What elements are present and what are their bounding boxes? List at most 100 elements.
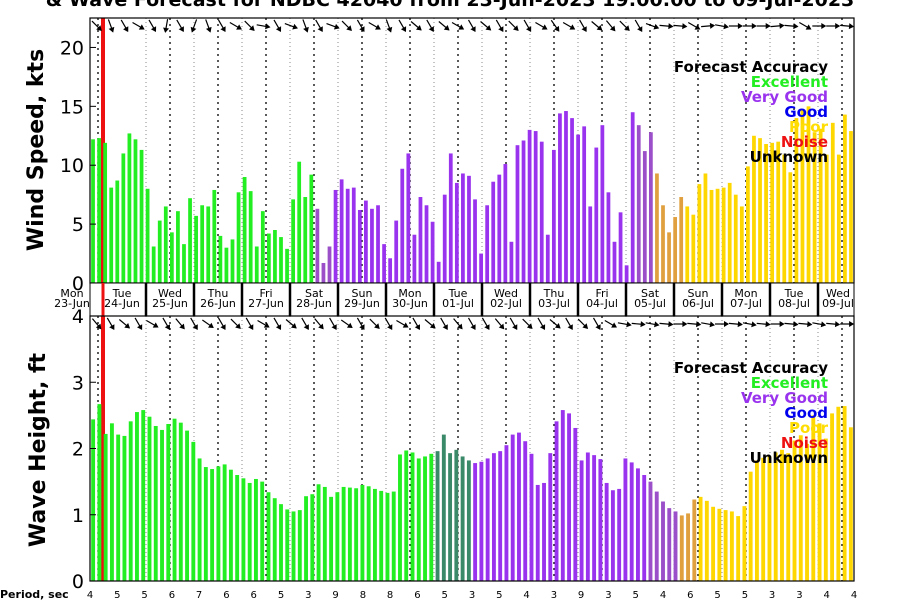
wave-arrow-icon bbox=[549, 319, 561, 329]
wave-bar bbox=[754, 460, 759, 582]
wind-bar bbox=[97, 138, 101, 283]
day-of-week-label: Wed bbox=[826, 287, 850, 300]
wave-bar bbox=[686, 513, 690, 581]
wind-bar bbox=[285, 248, 289, 283]
day-date-label: 07-Jul bbox=[730, 297, 762, 310]
wind-bar bbox=[339, 179, 344, 283]
wave-bar bbox=[498, 451, 503, 581]
legend-item: Noise bbox=[781, 434, 828, 452]
period-values: 4 5 5 6 7 6 6 5 3 9 8 8 6 5 3 5 4 3 9 3 5 4 6 5 5 3 3 4 4 bbox=[87, 590, 857, 600]
day-date-label: 30-Jun bbox=[392, 297, 428, 310]
period-value: 6 bbox=[687, 590, 693, 600]
wind-bar bbox=[364, 200, 368, 283]
wind-bar bbox=[297, 161, 302, 283]
wind-arrow-icon bbox=[398, 19, 407, 33]
wave-bar bbox=[441, 434, 446, 581]
wave-bar bbox=[610, 490, 615, 581]
wind-bar bbox=[454, 182, 459, 283]
wave-bar bbox=[485, 458, 490, 581]
period-value: 6 bbox=[251, 590, 257, 600]
wind-bar bbox=[533, 131, 538, 283]
day-strip-frame bbox=[89, 282, 855, 317]
period-value: 6 bbox=[223, 590, 229, 600]
wave-bar bbox=[166, 423, 171, 581]
wave-arrow-icon bbox=[356, 317, 365, 331]
wave-arrow-icon bbox=[592, 317, 601, 331]
wave-bar bbox=[385, 492, 390, 581]
wind-bar bbox=[545, 234, 550, 283]
wind-bar bbox=[612, 241, 617, 283]
wave-bar bbox=[848, 427, 853, 581]
legend-item: Very Good bbox=[741, 88, 828, 106]
wave-bar bbox=[642, 475, 647, 581]
wind-arrow-icon bbox=[591, 21, 603, 31]
wave-bar bbox=[366, 486, 371, 581]
wave-y-axis-label: Wave Height, ft bbox=[26, 352, 51, 547]
day-date-label: 04-Jul bbox=[586, 297, 618, 310]
wind-arrow-icon bbox=[120, 19, 129, 33]
wind-bar bbox=[91, 139, 95, 283]
wave-bar bbox=[517, 432, 521, 581]
wave-arrow-icon bbox=[217, 317, 226, 331]
wave-bar bbox=[354, 488, 359, 581]
wind-bar bbox=[558, 113, 562, 284]
wind-bar bbox=[291, 199, 296, 283]
wave-bar bbox=[648, 481, 653, 582]
wave-arrow-icon bbox=[273, 317, 282, 331]
wind-bar bbox=[648, 132, 653, 283]
wave-bar bbox=[254, 478, 258, 582]
wind-ytick-label: 20 bbox=[60, 37, 84, 59]
wind-bar bbox=[788, 172, 793, 283]
wave-arrow-icon bbox=[384, 317, 393, 331]
wave-bar bbox=[291, 511, 296, 581]
wind-bar bbox=[667, 232, 671, 283]
wind-arrow-icon bbox=[356, 19, 365, 33]
wind-arrow-icon bbox=[467, 19, 476, 33]
wind-arrow-icon bbox=[508, 20, 519, 31]
day-of-week-label: Mon bbox=[734, 287, 757, 300]
wind-bar bbox=[739, 206, 744, 283]
wave-arrow-icon bbox=[687, 321, 702, 328]
wave-bar bbox=[285, 509, 290, 581]
wave-bar bbox=[372, 488, 377, 581]
wind-arrow-icon bbox=[523, 19, 532, 33]
wave-bar bbox=[729, 511, 734, 581]
wind-arrow-icon bbox=[451, 21, 465, 30]
wave-bar bbox=[416, 458, 421, 581]
wind-bar bbox=[776, 141, 781, 283]
wind-bar bbox=[800, 109, 805, 284]
wave-bar bbox=[504, 445, 509, 581]
wind-arrow-icon bbox=[687, 21, 701, 30]
wave-arrow-icon bbox=[798, 321, 813, 328]
wind-bar bbox=[248, 191, 253, 283]
wind-bar bbox=[188, 198, 192, 283]
period-value: 4 bbox=[87, 590, 93, 600]
wind-bar bbox=[224, 247, 229, 283]
period-value: 3 bbox=[796, 590, 802, 600]
wind-bar bbox=[794, 118, 799, 283]
wave-bar bbox=[135, 412, 139, 581]
wave-bar bbox=[604, 482, 609, 581]
period-value: 6 bbox=[169, 590, 175, 600]
wind-arrow-icon bbox=[840, 23, 855, 30]
wave-y-ticks: 0 1 2 3 4 bbox=[72, 306, 96, 593]
day-of-week-label: Sun bbox=[688, 287, 709, 300]
wave-bar bbox=[109, 423, 114, 581]
wind-bar bbox=[194, 215, 198, 283]
wind-bar bbox=[133, 139, 138, 283]
wind-arrow-icon bbox=[756, 23, 771, 29]
wind-bar bbox=[370, 208, 374, 283]
wind-bar bbox=[570, 118, 574, 283]
wind-bar bbox=[576, 134, 580, 283]
wind-arrow-icon bbox=[163, 19, 170, 33]
wave-height-panel: Wave Height, ft 0 1 2 3 4 Forecast AccuracyE… bbox=[26, 306, 855, 593]
wave-bar bbox=[410, 452, 415, 582]
wind-bar bbox=[467, 175, 471, 283]
wave-bar bbox=[216, 466, 221, 581]
wave-bar bbox=[404, 450, 409, 581]
wind-bar bbox=[345, 188, 350, 283]
wave-arrow-icon bbox=[565, 317, 573, 331]
wind-arrow-icon bbox=[91, 20, 102, 31]
wind-ytick-label: 15 bbox=[60, 96, 84, 118]
